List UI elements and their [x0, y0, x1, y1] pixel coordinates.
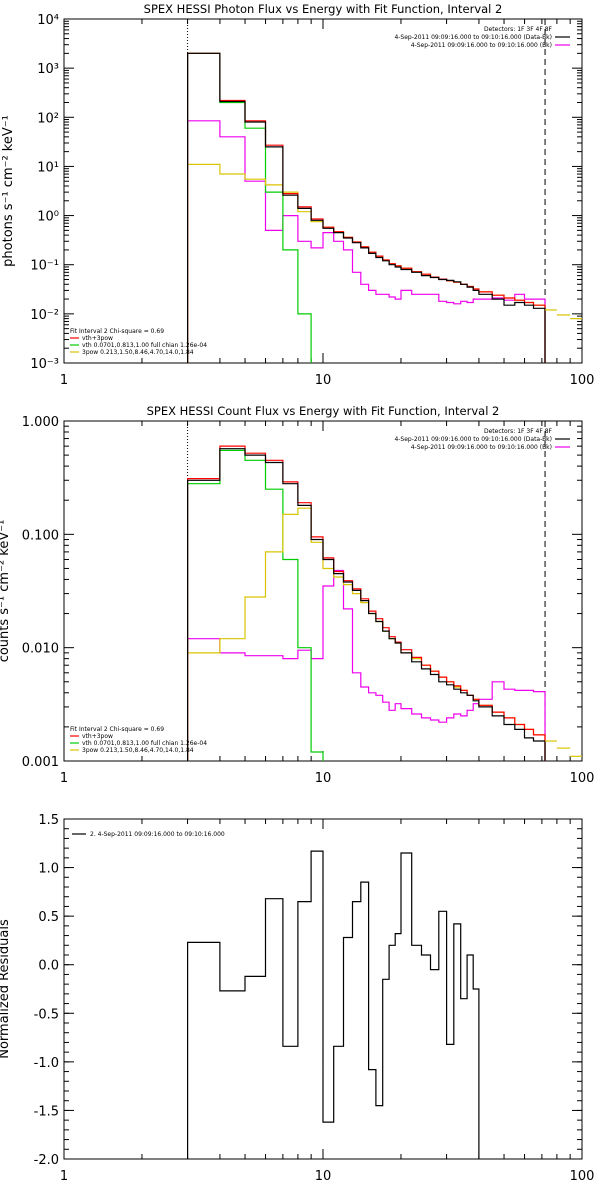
legend-entry: 4-Sep-2011 09:09:16.000 to 09:10:16.000 … [411, 444, 552, 451]
series-data-bk-line [187, 52, 546, 363]
y-tick-label: 1.000 [22, 415, 59, 430]
y-tick-label: 0.001 [22, 755, 59, 770]
x-tick-label: 100 [570, 771, 595, 786]
legend-entry: 4-Sep-2011 09:09:16.000 to 09:10:16.000 … [394, 34, 552, 41]
legend-entry: 4-Sep-2011 09:09:16.000 to 09:10:16.000 … [394, 436, 552, 443]
y-tick-label: 0.100 [22, 528, 59, 543]
legend-entry: Detectors: 1F 3F 4F 8F [484, 428, 553, 435]
series-vth-3pow-line [187, 445, 546, 761]
y-tick-label: 1.5 [38, 813, 59, 828]
y-tick-label: -0.5 [34, 1007, 59, 1022]
y-axis-label: counts s⁻¹ cm⁻² keV⁻¹ [0, 520, 12, 663]
y-tick-label: 0.010 [22, 642, 59, 657]
y-tick-label: 1.0 [38, 862, 59, 877]
series-bk-line [187, 569, 546, 761]
legend-entry: 2. 4-Sep-2011 09:09:16.000 to 09:10:16.0… [90, 831, 225, 838]
x-tick-label: 10 [315, 771, 332, 786]
series-group [187, 850, 480, 1159]
x-tick-label: 100 [570, 373, 595, 388]
x-tick-label: 10 [315, 373, 332, 388]
x-tick-label: 1 [60, 1169, 68, 1184]
legend-entry: vth+3pow [82, 335, 113, 342]
chart-2: SPEX HESSI Count Flux vs Energy with Fit… [0, 404, 594, 786]
y-tick-label: 10⁻¹ [30, 259, 59, 274]
series-vth-line [187, 52, 312, 363]
y-tick-label: -1.0 [34, 1056, 59, 1071]
series-vth-line [187, 449, 324, 761]
x-tick-label: 1 [60, 373, 68, 388]
legend-entry: Fit Interval 2 Chi-square = 0.69 [70, 328, 164, 335]
chart-1: SPEX HESSI Photon Flux vs Energy with Fi… [1, 2, 594, 388]
series-bk-line [187, 120, 546, 363]
series-residuals-line [187, 850, 480, 1159]
legend-entry: vth 0.0701,0.813,1.00 full chian 1.26e-0… [82, 342, 207, 349]
legend-entry: 3pow 0.213,1.50,8.46,4.70,14.0,1.84 [82, 747, 194, 754]
series-3pow-line [187, 163, 546, 363]
x-tick-label: 1 [60, 771, 68, 786]
y-tick-label: 10¹ [37, 160, 59, 175]
legend-entry: 4-Sep-2011 09:09:16.000 to 09:10:16.000 … [411, 42, 552, 49]
series-data-bk-line [187, 448, 546, 761]
y-tick-label: 0.0 [38, 959, 59, 974]
legend-entry: vth+3pow [82, 733, 113, 740]
y-tick-label: 10⁻³ [30, 357, 59, 372]
y-axis-label: photons s⁻¹ cm⁻² keV⁻¹ [1, 115, 16, 267]
y-tick-label: 10⁻² [30, 308, 59, 323]
x-tick-label: 100 [570, 1169, 595, 1184]
legend-entry: Detectors: 1F 3F 4F 8F [484, 26, 553, 33]
legend-entry: 3pow 0.213,1.50,8.46,4.70,14.0,1.84 [82, 349, 194, 356]
y-tick-label: -2.0 [34, 1153, 59, 1168]
series-vth-3pow-line [187, 52, 546, 363]
legend-entry: Fit Interval 2 Chi-square = 0.69 [70, 726, 164, 733]
y-tick-label: 10³ [37, 62, 59, 77]
x-tick-label: 10 [315, 1169, 332, 1184]
plot-frame [63, 18, 583, 364]
legend-entry: vth 0.0701,0.813,1.00 full chian 1.26e-0… [82, 740, 207, 747]
y-tick-label: 10⁰ [37, 210, 59, 225]
y-tick-label: 10² [37, 111, 59, 126]
y-tick-label: 0.5 [38, 910, 59, 925]
chart-title: SPEX HESSI Photon Flux vs Energy with Fi… [144, 2, 503, 16]
y-tick-label: -1.5 [34, 1104, 59, 1119]
chart-3: 1 10 100 -2.0 -1.5 -1.0 -0.5 0.0 0.5 1.0 1.5 Normal… [0, 813, 594, 1184]
chart-title: SPEX HESSI Count Flux vs Energy with Fit… [147, 404, 500, 418]
y-tick-label: 10⁴ [37, 13, 59, 28]
series-group [187, 445, 582, 761]
series-group [187, 52, 582, 363]
series-3pow-line [187, 507, 546, 761]
y-axis-label: Normalized Residuals [0, 919, 12, 1059]
